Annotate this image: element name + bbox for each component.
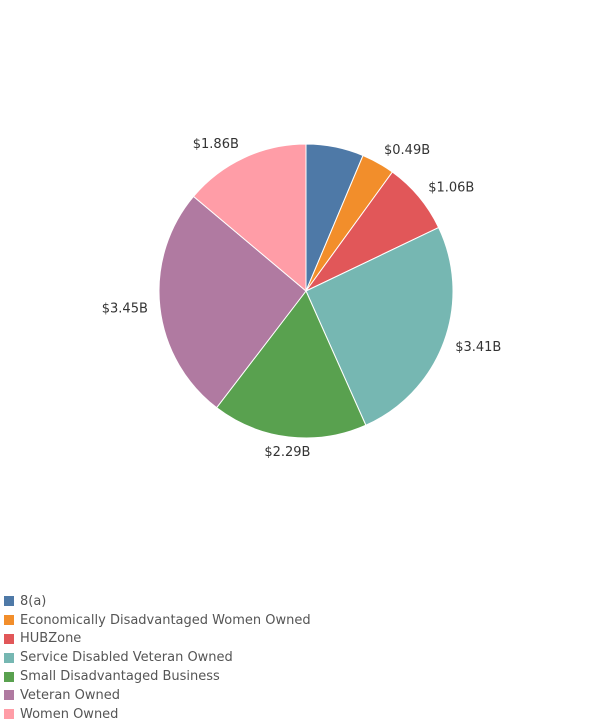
legend-swatch (4, 596, 14, 607)
legend-swatch (4, 633, 14, 644)
legend-label: HUBZone (20, 631, 82, 647)
legend-swatch (4, 652, 14, 663)
legend-label: 8(a) (20, 593, 47, 609)
pie-slice-service-disabled-veteran-owned (305, 226, 454, 426)
legend-label: Veteran Owned (20, 687, 121, 703)
slice-label-economically-disadvantaged-women-owned: $0.49B (384, 143, 430, 158)
slice-label-women-owned: $1.86B (193, 137, 239, 152)
pie-slice-veteran-owned (158, 195, 307, 409)
legend-item-economically-disadvantaged-women-owned: Economically Disadvantaged Women Owned (4, 611, 311, 630)
slice-label-service-disabled-veteran-owned: $3.41B (455, 340, 501, 355)
legend-item-women-owned: Women Owned (4, 705, 311, 724)
slice-label-small-disadvantaged-business: $2.29B (264, 445, 310, 460)
pie-slices (158, 143, 454, 439)
legend-item-small-disadvantaged-business: Small Disadvantaged Business (4, 667, 311, 686)
legend-item-8-a: 8(a) (4, 592, 311, 611)
legend-item-service-disabled-veteran-owned: Service Disabled Veteran Owned (4, 648, 311, 667)
pie-slice-women-owned (192, 143, 307, 293)
legend-item-veteran-owned: Veteran Owned (4, 686, 311, 705)
pie-labels: $0.49B $1.06B $3.41B $2.29B $3.45B $1.86B (102, 137, 502, 460)
slice-label-hubzone: $1.06B (428, 180, 474, 195)
pie-slice-small-disadvantaged-business (215, 290, 367, 439)
legend-item-hubzone: HUBZone (4, 630, 311, 649)
legend-swatch (4, 690, 14, 701)
legend-label: Women Owned (20, 706, 119, 722)
legend-swatch (4, 615, 14, 626)
legend-label: Small Disadvantaged Business (20, 669, 220, 685)
legend: 8(a) Economically Disadvantaged Women Own… (4, 592, 311, 724)
legend-label: Service Disabled Veteran Owned (20, 650, 233, 666)
legend-label: Economically Disadvantaged Women Owned (20, 612, 311, 628)
legend-swatch (4, 709, 14, 720)
legend-swatch (4, 671, 14, 682)
slice-label-veteran-owned: $3.45B (102, 302, 148, 317)
